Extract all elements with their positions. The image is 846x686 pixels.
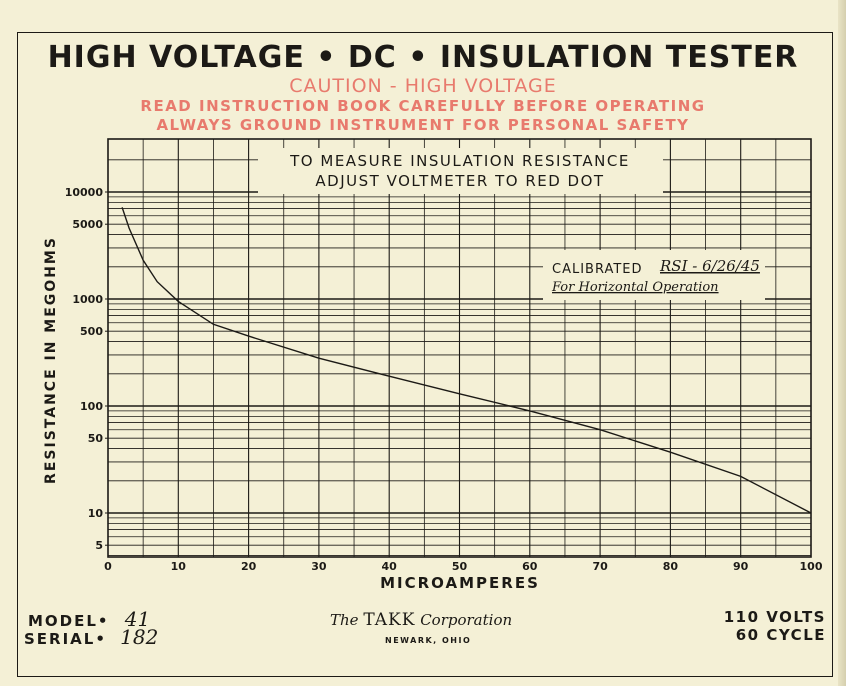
x-tick-label: 30	[311, 560, 327, 573]
card-border	[17, 32, 833, 677]
warning-instruction: READ INSTRUCTION BOOK CAREFULLY BEFORE O…	[140, 97, 706, 115]
x-tick-label: 0	[104, 560, 112, 573]
y-tick-label: 10	[88, 507, 104, 520]
company-brand: TAKK	[363, 610, 416, 630]
model-label: MODEL•	[28, 612, 110, 630]
x-tick-label: 70	[592, 560, 608, 573]
y-tick-label: 50	[88, 432, 104, 445]
x-tick-label: 50	[452, 560, 468, 573]
y-tick-label: 5	[95, 539, 103, 552]
model-value: 41	[124, 607, 151, 631]
resistance-curve	[121, 207, 812, 514]
x-tick-label: 60	[522, 560, 538, 573]
serial-row: SERIAL• 182	[24, 625, 158, 649]
x-tick-label: 20	[241, 560, 257, 573]
model-row: MODEL• 41	[28, 607, 150, 631]
x-tick-label: 80	[663, 560, 679, 573]
instruction-line-2: ADJUST VOLTMETER TO RED DOT	[315, 172, 604, 190]
x-tick-label: 100	[800, 560, 823, 573]
x-tick-label: 90	[733, 560, 749, 573]
caution-text: CAUTION - HIGH VOLTAGE	[289, 75, 557, 97]
company-prefix: The	[330, 611, 359, 629]
company-city: NEWARK, OHIO	[385, 636, 472, 645]
y-tick-labels: 10000 5000 1000 500 100 50 10 5	[65, 186, 108, 552]
calibrated-label: CALIBRATED	[552, 262, 643, 277]
card-edge	[838, 0, 846, 686]
instruction-box	[258, 148, 663, 194]
cycle-rating: 60 CYCLE	[735, 626, 826, 644]
warning-ground: ALWAYS GROUND INSTRUMENT FOR PERSONAL SA…	[156, 116, 690, 134]
x-tick-label: 10	[171, 560, 187, 573]
x-axis-label: MICROAMPERES	[380, 574, 540, 592]
y-axis-label: RESISTANCE IN MEGOHMS	[43, 236, 59, 484]
company-name: The TAKK Corporation	[330, 610, 512, 630]
y-tick-label: 1000	[72, 293, 103, 306]
chart-grid	[108, 139, 811, 557]
x-tick-label: 40	[382, 560, 398, 573]
calibration-box	[543, 250, 765, 300]
y-tick-label: 10000	[65, 186, 104, 199]
calibration-note: For Horizontal Operation	[551, 280, 719, 295]
plot-border	[107, 138, 812, 558]
y-tick-label: 500	[80, 325, 103, 338]
y-tick-label: 100	[80, 400, 103, 413]
x-tick-labels: 0 10 20 30 40 50 60 70 80 90 100	[104, 560, 823, 573]
calibration-signature: RSI - 6/26/45	[659, 257, 760, 275]
instruction-line-1: TO MEASURE INSULATION RESISTANCE	[289, 152, 630, 170]
company-suffix: Corporation	[420, 611, 513, 629]
serial-value: 182	[120, 625, 159, 649]
page-title: HIGH VOLTAGE • DC • INSULATION TESTER	[47, 40, 799, 75]
serial-label: SERIAL•	[24, 630, 107, 648]
y-tick-label: 5000	[72, 218, 103, 231]
voltage-rating: 110 VOLTS	[723, 608, 826, 626]
